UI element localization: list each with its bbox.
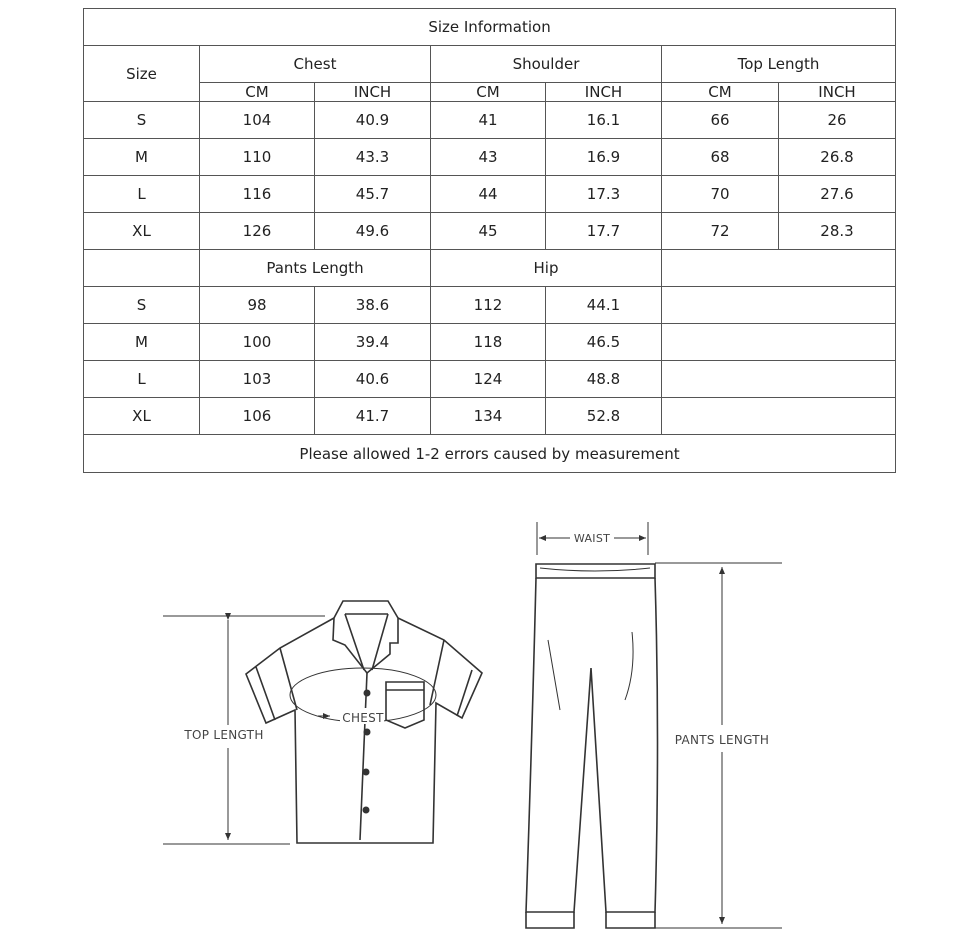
value-cell: 45.7	[314, 175, 431, 213]
table-row: M 110 43.3 43 16.9 68 26.8	[83, 138, 897, 176]
empty-cell	[660, 323, 897, 361]
value-cell: 17.7	[545, 212, 662, 250]
chest-label: CHEST	[342, 711, 384, 725]
table-row: M 100 39.4 118 46.5	[83, 323, 897, 361]
value-cell: 48.8	[545, 360, 662, 398]
empty-cell	[660, 360, 897, 398]
empty-cell	[660, 397, 897, 435]
size-cell: S	[83, 286, 200, 324]
table-row: XL 106 41.7 134 52.8	[83, 397, 897, 435]
value-cell: 126	[199, 212, 315, 250]
value-cell: 28.3	[777, 212, 897, 250]
value-cell: 44.1	[545, 286, 662, 324]
value-cell: 112	[430, 286, 546, 324]
value-cell: 49.6	[314, 212, 431, 250]
value-cell: 40.9	[314, 101, 431, 139]
table-row: L 116 45.7 44 17.3 70 27.6	[83, 175, 897, 213]
value-cell: 110	[199, 138, 315, 176]
empty-cell	[83, 249, 200, 287]
pants-length-label: PANTS LENGTH	[675, 733, 770, 747]
value-cell: 38.6	[314, 286, 431, 324]
value-cell: 41.7	[314, 397, 431, 435]
value-cell: 52.8	[545, 397, 662, 435]
value-cell: 16.1	[545, 101, 662, 139]
value-cell: 43	[430, 138, 546, 176]
table-row: S 98 38.6 112 44.1	[83, 286, 897, 324]
table-title: Size Information	[82, 8, 897, 46]
value-cell: 26.8	[777, 138, 897, 176]
table-footer-note: Please allowed 1-2 errors caused by meas…	[82, 434, 897, 473]
shoulder-header: Shoulder	[430, 45, 662, 83]
value-cell: 43.3	[314, 138, 431, 176]
size-cell: L	[83, 175, 200, 213]
value-cell: 17.3	[545, 175, 662, 213]
shirt-illustration	[163, 600, 483, 845]
table-row: XL 126 49.6 45 17.7 72 28.3	[83, 212, 897, 250]
value-cell: 124	[430, 360, 546, 398]
hip-header: Hip	[430, 249, 662, 287]
value-cell: 98	[199, 286, 315, 324]
size-cell: M	[83, 138, 200, 176]
value-cell: 41	[430, 101, 546, 139]
size-cell: S	[83, 101, 200, 139]
waist-label: WAIST	[574, 532, 610, 545]
value-cell: 45	[430, 212, 546, 250]
value-cell: 103	[199, 360, 315, 398]
table-row: L 103 40.6 124 48.8	[83, 360, 897, 398]
table-row: S 104 40.9 41 16.1 66 26	[83, 101, 897, 139]
value-cell: 100	[199, 323, 315, 361]
top-length-label: TOP LENGTH	[183, 728, 263, 742]
unit-header: INCH	[777, 82, 897, 102]
value-cell: 72	[661, 212, 779, 250]
value-cell: 118	[430, 323, 546, 361]
top-length-header: Top Length	[660, 45, 897, 83]
size-header: Size	[83, 45, 200, 102]
size-cell: XL	[83, 397, 200, 435]
value-cell: 134	[430, 397, 546, 435]
pants-illustration	[525, 522, 782, 929]
size-table: Size Information Size Chest Shoulder Top…	[82, 8, 897, 473]
unit-header: INCH	[314, 82, 431, 102]
value-cell: 104	[199, 101, 315, 139]
